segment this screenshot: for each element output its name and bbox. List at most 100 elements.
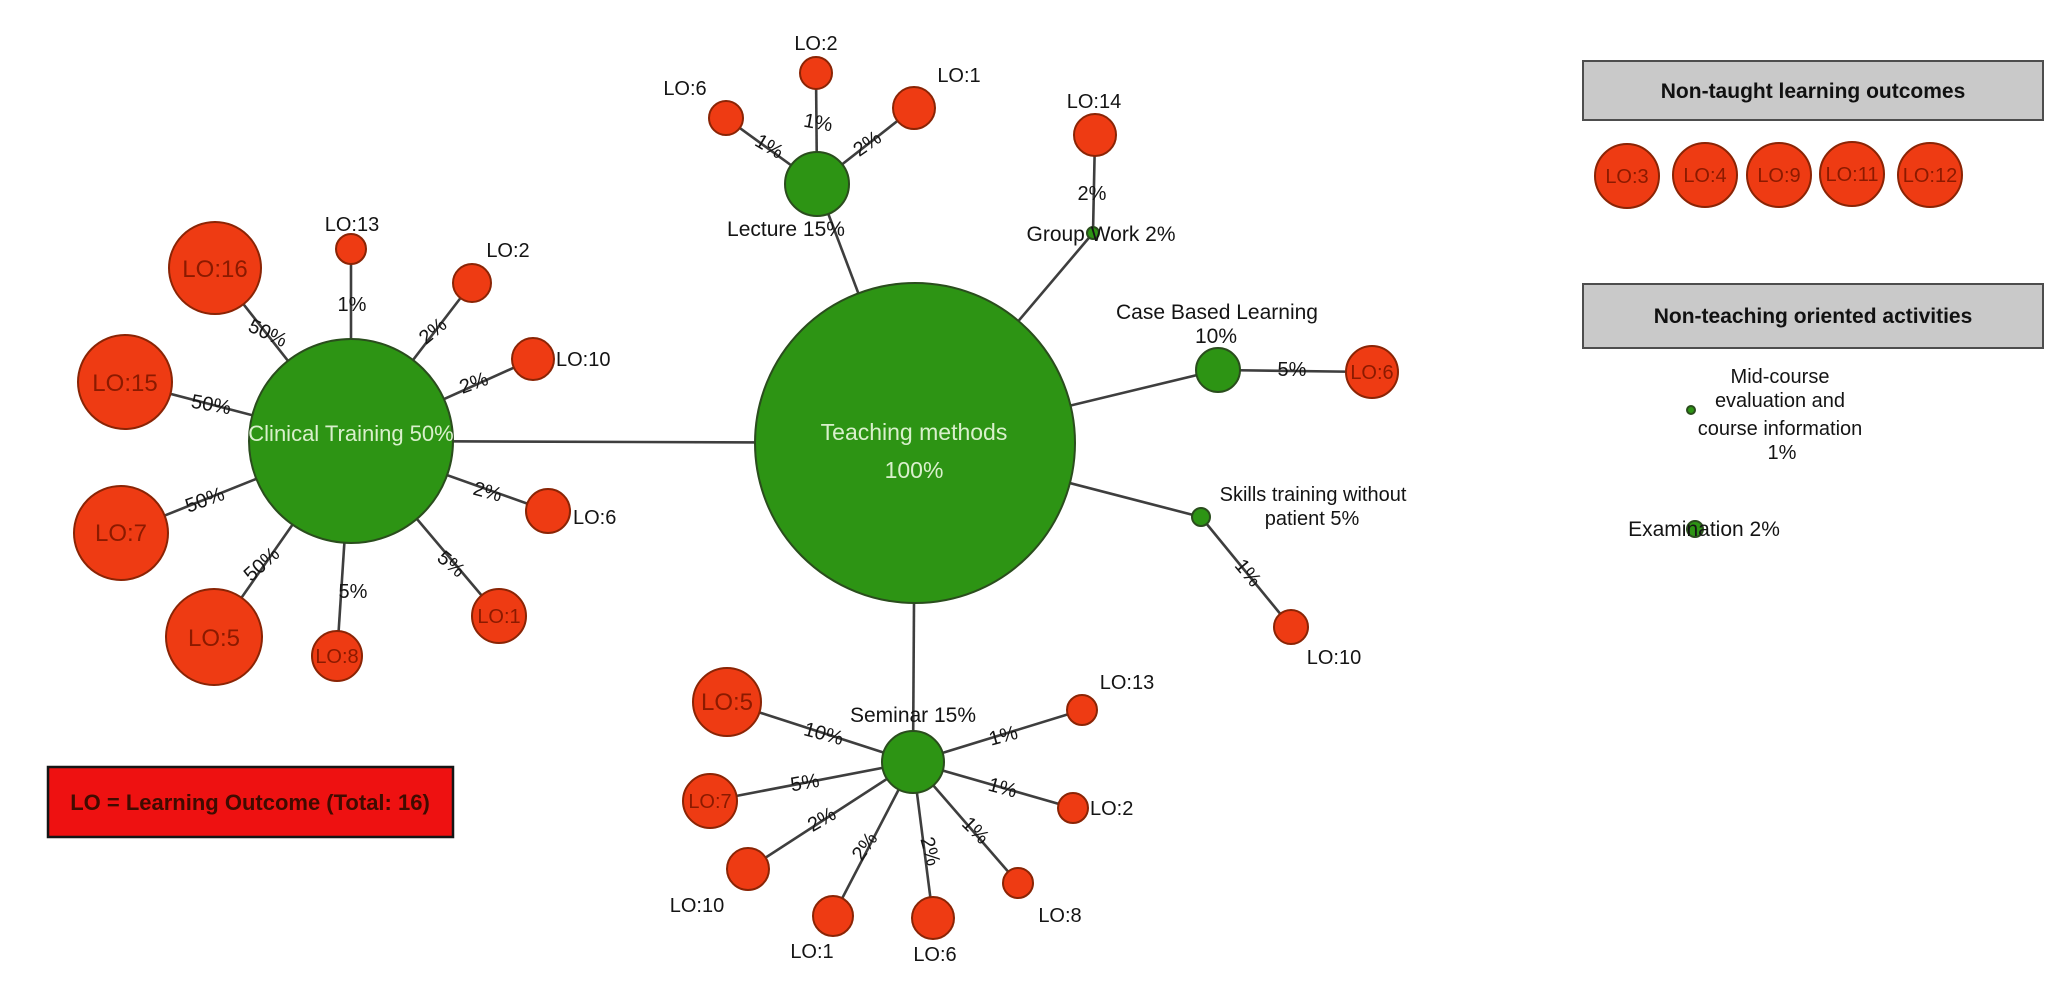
case-based-label-line2: 10%: [1195, 325, 1237, 348]
examination-dot: [1686, 520, 1704, 538]
pct-lecture-lo2: 1%: [802, 110, 835, 137]
non-teaching-panel: Non-teaching oriented activities Mid-cou…: [1582, 283, 2044, 541]
lo13-node: [335, 233, 367, 265]
lo9-label: LO:9: [1757, 165, 1800, 187]
case-based-label-line1: Case Based Learning: [1116, 301, 1318, 324]
group-work-label: Group Work 2%: [1027, 223, 1176, 246]
lo8-node: [311, 630, 363, 682]
lo1-node: [892, 86, 936, 130]
lecture-lo2-label: LO:2: [794, 33, 837, 55]
lo13-node: [1066, 694, 1098, 726]
legend-label: LO = Learning Outcome (Total: 16): [70, 790, 430, 815]
lo9-node: [1746, 142, 1812, 208]
lo13-label: LO:13: [325, 214, 379, 236]
skills-training-node: [1191, 507, 1211, 527]
mid-course-pct: 1%: [1768, 442, 1797, 464]
lo5-label: LO:5: [188, 625, 240, 652]
lecture-lo6-label: LO:6: [663, 78, 706, 100]
non-taught-header-box: [1582, 60, 2044, 121]
lo10-node: [726, 847, 770, 891]
pct-lecture-lo1: 2%: [849, 127, 885, 162]
lo1-node: [812, 895, 854, 937]
lo15-label: LO:15: [92, 370, 157, 397]
lecture-label: Lecture 15%: [727, 218, 845, 241]
lo2-label: LO:2: [486, 240, 529, 262]
lo3-node: [1594, 143, 1660, 209]
pct-seminar-lo2: 1%: [986, 774, 1020, 803]
pct-clinical-lo16: 50%: [245, 315, 291, 352]
edge-skills-lo10: [1199, 516, 1293, 628]
lo6-node: [525, 488, 571, 534]
seminar-lo6-label: LO:6: [913, 944, 956, 966]
pct-clinical-lo13: 1%: [338, 294, 367, 316]
non-taught-title: Non-taught learning outcomes: [1661, 80, 1966, 103]
pct-seminar-lo13: 1%: [987, 722, 1021, 751]
skills-label-line1: Skills training without: [1220, 484, 1407, 506]
casebased-lo6-label: LO:6: [1350, 362, 1393, 384]
seminar-lo5-label: LO:5: [701, 689, 753, 716]
seminar-lo1-label: LO:1: [790, 941, 833, 963]
lo5-node: [692, 667, 762, 737]
pct-seminar-lo6: 2%: [915, 835, 944, 869]
lo6-label: LO:6: [573, 507, 616, 529]
pct-clinical-lo10: 2%: [457, 368, 492, 399]
seminar-lo8-label: LO:8: [1038, 905, 1081, 927]
case-based-learning-node: [1195, 347, 1241, 393]
pct-clinical-lo7: 50%: [182, 483, 227, 517]
teaching-methods-node: [754, 282, 1076, 604]
clinical-satellites: [73, 221, 571, 686]
lo16-label: LO:16: [182, 256, 247, 283]
lo7-node: [682, 773, 738, 829]
seminar-node: [881, 730, 945, 794]
seminar-lo13-label: LO:13: [1100, 672, 1154, 694]
lo1-node: [471, 588, 527, 644]
pct-seminar-lo10: 2%: [804, 803, 840, 837]
mid-course-line3: course information: [1698, 418, 1863, 440]
pct-casebased-lo6: 5%: [1278, 359, 1307, 381]
pct-groupwork-lo14: 2%: [1078, 183, 1107, 205]
lo5-node: [165, 588, 263, 686]
teaching-methods-label: Teaching methods: [821, 419, 1008, 445]
lo4-label: LO:4: [1683, 165, 1726, 187]
lo10-node: [511, 337, 555, 381]
seminar-label: Seminar 15%: [850, 704, 976, 727]
lecture-lo1-label: LO:1: [937, 65, 980, 87]
mid-course-line1: Mid-course: [1731, 366, 1830, 388]
seminar-lo2-label: LO:2: [1090, 798, 1133, 820]
pct-seminar-lo7: 5%: [789, 770, 822, 797]
examination-label: Examination 2%: [1628, 518, 1780, 541]
lo6-node: [708, 100, 744, 136]
clinical-training-node: [248, 338, 454, 544]
mid-course-line2: evaluation and: [1715, 390, 1845, 412]
mid-course-dot: [1686, 405, 1696, 415]
lo14-node: [1073, 113, 1117, 157]
skills-label-line2: patient 5%: [1265, 508, 1360, 530]
skills-lo10-label: LO:10: [1307, 647, 1361, 669]
non-teaching-title: Non-teaching oriented activities: [1654, 305, 1973, 328]
lo15-node: [77, 334, 173, 430]
lo2-node: [799, 56, 833, 90]
seminar-satellites: [682, 667, 1098, 940]
pct-seminar-lo5: 10%: [801, 718, 846, 750]
lo16-node: [168, 221, 262, 315]
pct-clinical-lo1: 5%: [433, 547, 469, 583]
legend: LO = Learning Outcome (Total: 16): [46, 765, 455, 839]
lo12-label: LO:12: [1903, 165, 1957, 187]
lo4-node: [1672, 142, 1738, 208]
seminar-lo7-label: LO:7: [688, 791, 731, 813]
lo11-node: [1819, 141, 1885, 207]
lo1-label: LO:1: [477, 606, 520, 628]
edge-seminar-lo7: [709, 760, 914, 803]
lo10-label: LO:10: [556, 349, 610, 371]
lo8-label: LO:8: [315, 646, 358, 668]
lecture-satellites: [708, 56, 936, 136]
edge-seminar-lo10: [747, 760, 914, 871]
non-teaching-header-box: [1582, 283, 2044, 349]
lo2-node: [452, 263, 492, 303]
seminar-lo10-label: LO:10: [670, 895, 724, 917]
lo11-label: LO:11: [1826, 164, 1879, 186]
lo8-node: [1002, 867, 1034, 899]
teaching-methods-pct: 100%: [885, 457, 944, 483]
